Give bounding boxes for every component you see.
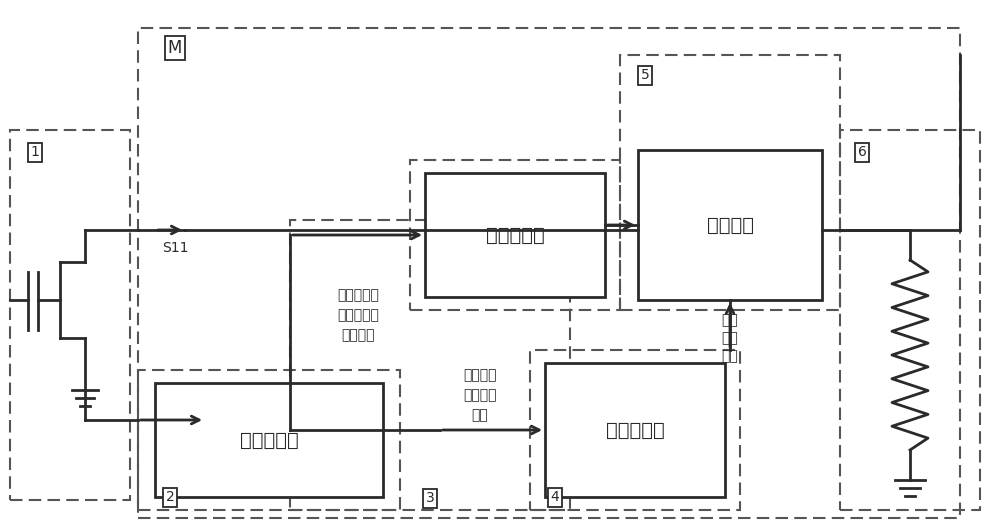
Bar — [638, 150, 822, 300]
Text: 提供: 提供 — [722, 313, 738, 327]
Bar — [840, 130, 980, 510]
Bar — [10, 130, 130, 500]
Bar — [425, 173, 605, 297]
Text: 2: 2 — [166, 490, 174, 504]
Bar — [155, 383, 383, 497]
Text: 目标: 目标 — [722, 349, 738, 363]
Text: S11: S11 — [162, 241, 188, 255]
Text: M: M — [168, 39, 182, 57]
Bar — [620, 55, 840, 310]
Text: 优化: 优化 — [722, 331, 738, 345]
Text: 等效率圆: 等效率圆 — [341, 328, 375, 342]
Text: 匹配网络: 匹配网络 — [706, 216, 754, 234]
Text: 晶体管原始: 晶体管原始 — [337, 288, 379, 302]
Text: 数据获取器: 数据获取器 — [240, 430, 298, 449]
Text: 参数计算器: 参数计算器 — [606, 420, 664, 439]
Text: 6: 6 — [858, 145, 866, 159]
Text: 3: 3 — [426, 491, 434, 505]
Bar — [530, 350, 740, 510]
Bar — [290, 220, 570, 510]
Text: 的等功率圆: 的等功率圆 — [337, 308, 379, 322]
Text: 数据处理器: 数据处理器 — [486, 225, 544, 244]
Bar — [138, 370, 400, 510]
Bar — [138, 28, 960, 518]
Text: 5: 5 — [641, 68, 649, 82]
Text: 的阻抗解: 的阻抗解 — [463, 388, 497, 402]
Bar — [545, 363, 725, 497]
Bar — [410, 160, 620, 310]
Text: 4: 4 — [551, 490, 559, 504]
Text: 限定合理: 限定合理 — [463, 368, 497, 382]
Text: 空间: 空间 — [472, 408, 488, 422]
Text: 1: 1 — [31, 145, 39, 159]
